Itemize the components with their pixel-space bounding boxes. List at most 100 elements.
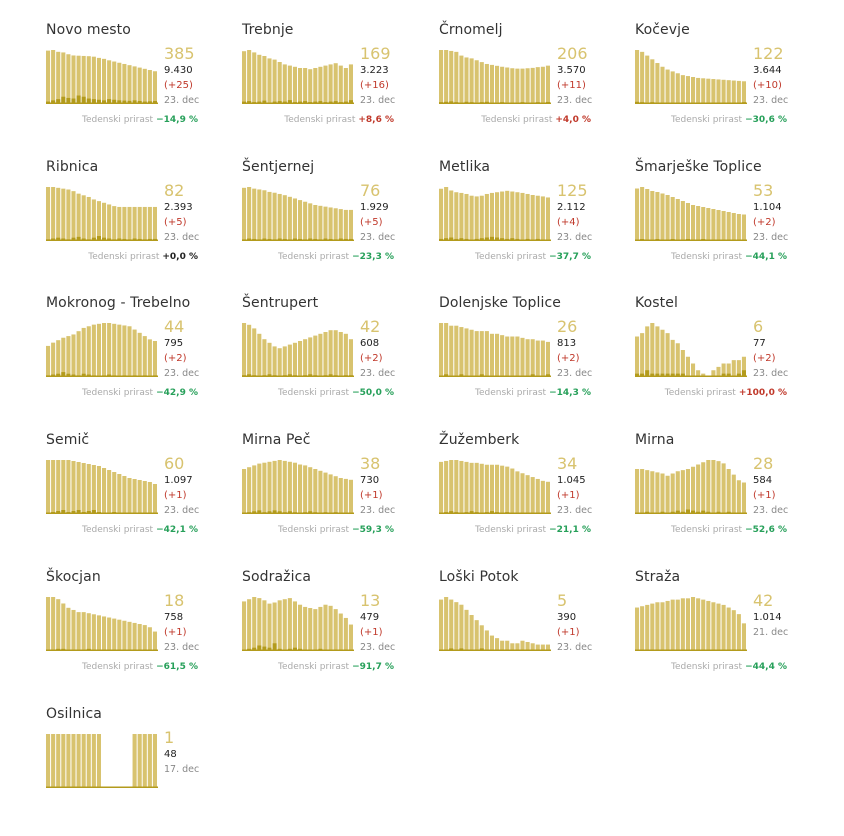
weekly-growth: Tedenski prirast −50,0 % (278, 388, 394, 398)
new-cases-bar (691, 510, 696, 514)
active-cases-bar (535, 67, 540, 104)
active-cases-bar (444, 187, 449, 241)
active-cases-bar (706, 78, 711, 104)
active-cases-bar (313, 335, 318, 377)
active-cases-value: 385 (164, 44, 195, 63)
active-cases-bar (313, 469, 318, 514)
active-cases-bar (459, 192, 464, 241)
active-cases-bar (298, 200, 303, 241)
active-cases-bar (242, 323, 247, 377)
chart-title: Sodražica (242, 569, 312, 585)
weekly-growth-value: −59,3 % (352, 525, 394, 535)
new-cases-bar (449, 237, 454, 241)
active-cases-bar (675, 343, 680, 377)
chart-title: Mokronog - Trebelno (46, 295, 191, 311)
new-cases-bar (61, 372, 66, 377)
active-cases-bar (711, 209, 716, 241)
bar-chart (439, 323, 551, 377)
active-cases-bar (96, 615, 101, 651)
active-cases-bar (479, 463, 484, 514)
active-cases-bar (545, 197, 550, 241)
active-cases-bar (86, 326, 91, 377)
active-cases-bar (449, 599, 454, 651)
baseline (635, 375, 747, 377)
active-cases-bar (71, 461, 76, 514)
active-cases-bar (262, 339, 267, 377)
active-cases-bar (122, 206, 127, 241)
active-cases-bar (721, 79, 726, 104)
active-cases-bar (449, 325, 454, 377)
active-cases-bar (696, 77, 701, 104)
active-cases-bar (680, 350, 685, 377)
baseline (242, 512, 354, 514)
new-cases-value: (+1) (164, 490, 187, 501)
active-cases-bar (267, 191, 272, 241)
active-cases-bar (444, 597, 449, 651)
active-cases-bar (51, 734, 56, 788)
active-cases-bar (66, 734, 71, 788)
new-cases-bar (645, 370, 650, 377)
active-cases-bar (282, 460, 287, 514)
total-cases-value: 758 (164, 612, 184, 623)
active-cases-bar (66, 607, 71, 651)
active-cases-bar (51, 187, 56, 241)
active-cases-bar (96, 57, 101, 104)
new-cases-bar (489, 236, 494, 241)
weekly-growth-label: Tedenski prirast (671, 252, 743, 262)
active-cases-bar (469, 58, 474, 104)
active-cases-bar (323, 206, 328, 241)
active-cases-bar (741, 482, 746, 514)
new-cases-value: (+2) (164, 353, 187, 364)
active-cases-bar (272, 602, 277, 651)
chart-panel: Metlika 125 2.112 (+4) 23. dec Tedenski prira… (439, 159, 635, 289)
active-cases-bar (323, 472, 328, 514)
active-cases-bar (469, 329, 474, 377)
date-label: 23. dec (164, 232, 200, 243)
active-cases-value: 206 (557, 44, 588, 63)
weekly-growth-label: Tedenski prirast (82, 662, 154, 672)
active-cases-bar (252, 188, 257, 241)
weekly-growth: Tedenski prirast −44,4 % (671, 662, 787, 672)
bar-chart (46, 187, 158, 241)
weekly-growth-label: Tedenski prirast (671, 115, 743, 125)
active-cases-bar (107, 470, 112, 514)
chart-panel: Žužemberk 34 1.045 (+1) 23. dec Tedenski prir… (439, 432, 635, 562)
active-cases-bar (313, 205, 318, 241)
new-cases-value: (+4) (557, 217, 580, 228)
date-label: 23. dec (360, 642, 396, 653)
active-cases-bar (655, 602, 660, 651)
active-cases-bar (530, 339, 535, 377)
baseline (439, 239, 551, 241)
active-cases-bar (152, 734, 157, 788)
active-cases-bar (287, 65, 292, 104)
weekly-growth-value: +8,6 % (358, 115, 394, 125)
chart-title: Žužemberk (439, 432, 520, 448)
active-cases-bar (127, 65, 132, 104)
active-cases-bar (66, 336, 71, 377)
active-cases-bar (298, 68, 303, 104)
active-cases-bar (147, 482, 152, 514)
active-cases-bar (459, 460, 464, 514)
active-cases-bar (505, 466, 510, 514)
active-cases-bar (701, 599, 706, 651)
active-cases-bar (257, 463, 262, 514)
date-label: 17. dec (164, 764, 200, 775)
baseline (439, 375, 551, 377)
date-label: 23. dec (753, 368, 789, 379)
weekly-growth-value: −42,9 % (156, 388, 198, 398)
active-cases-bar (741, 81, 746, 104)
weekly-growth-label: Tedenski prirast (284, 115, 356, 125)
active-cases-bar (464, 57, 469, 104)
active-cases-bar (655, 326, 660, 377)
active-cases-bar (444, 50, 449, 104)
chart-title: Trebnje (242, 22, 294, 38)
new-cases-bar (71, 237, 76, 241)
active-cases-bar (318, 66, 323, 104)
active-cases-bar (277, 460, 282, 514)
active-cases-bar (645, 326, 650, 377)
active-cases-bar (348, 209, 353, 241)
weekly-growth-value: +0,0 % (162, 252, 198, 262)
active-cases-bar (86, 613, 91, 651)
active-cases-bar (736, 360, 741, 377)
active-cases-value: 76 (360, 181, 381, 200)
